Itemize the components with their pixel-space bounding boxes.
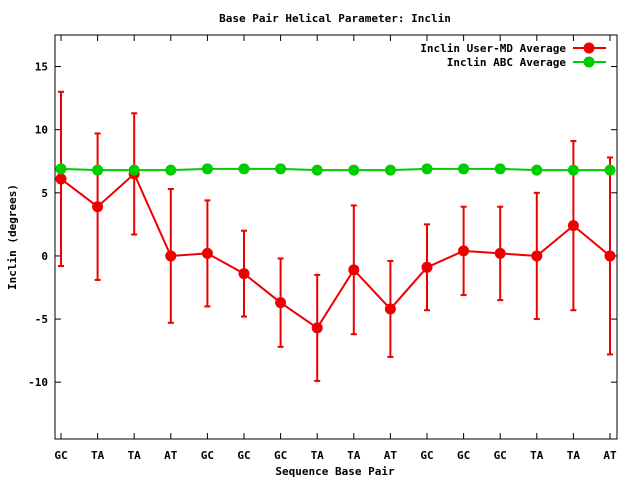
legend-label: Inclin User-MD Average xyxy=(420,42,566,55)
legend-marker xyxy=(583,42,595,54)
data-point xyxy=(92,164,104,176)
data-point xyxy=(201,247,213,259)
x-tick-label: GC xyxy=(54,449,67,462)
x-tick-label: GC xyxy=(201,449,214,462)
x-tick-label: GC xyxy=(237,449,250,462)
data-point xyxy=(275,297,287,309)
y-axis-label: Inclin (degrees) xyxy=(6,184,19,290)
y-axis: -10 -5 0 5 10 15 xyxy=(28,61,617,389)
series-2 xyxy=(55,163,616,176)
data-point xyxy=(238,163,250,175)
legend-label: Inclin ABC Average xyxy=(447,56,567,69)
data-point xyxy=(348,164,360,176)
x-tick-label: TA xyxy=(347,449,361,462)
data-point xyxy=(275,163,287,175)
plot-frame xyxy=(54,34,618,440)
x-tick-label: TA xyxy=(530,449,544,462)
data-point xyxy=(567,220,579,232)
data-point xyxy=(165,250,177,262)
x-tick-label: AT xyxy=(164,449,178,462)
y-tick-label: 10 xyxy=(35,124,48,137)
data-point xyxy=(128,164,140,176)
x-tick-label: TA xyxy=(128,449,142,462)
data-point xyxy=(458,245,470,257)
series-1 xyxy=(55,90,616,382)
x-tick-label: TA xyxy=(311,449,325,462)
x-axis-label: Sequence Base Pair xyxy=(275,465,395,478)
data-point xyxy=(311,322,323,334)
data-point xyxy=(567,164,579,176)
x-tick-label: AT xyxy=(603,449,617,462)
data-point xyxy=(604,250,616,262)
y-tick-label: 15 xyxy=(35,61,48,74)
x-tick-label: AT xyxy=(384,449,398,462)
x-tick-label: GC xyxy=(274,449,287,462)
data-point xyxy=(238,268,250,280)
data-point xyxy=(421,163,433,175)
data-point xyxy=(55,173,67,185)
series-layer xyxy=(55,90,616,382)
x-tick-label: TA xyxy=(91,449,105,462)
data-point xyxy=(55,163,67,175)
data-point xyxy=(421,261,433,273)
data-point xyxy=(165,164,177,176)
x-tick-label: GC xyxy=(457,449,470,462)
x-tick-label: GC xyxy=(494,449,507,462)
y-tick-label: -5 xyxy=(35,313,48,326)
data-point xyxy=(92,201,104,213)
data-point xyxy=(604,164,616,176)
chart-title: Base Pair Helical Parameter: Inclin xyxy=(219,12,451,25)
data-point xyxy=(201,163,213,175)
y-tick-label: 0 xyxy=(41,250,48,263)
data-point xyxy=(348,264,360,276)
series-line xyxy=(60,167,610,172)
data-point xyxy=(494,247,506,259)
x-tick-label: GC xyxy=(420,449,433,462)
data-point xyxy=(531,164,543,176)
data-point xyxy=(458,163,470,175)
x-axis: GC TA TA AT GC GC GC TA TA AT GC GC GC TA TA AT xyxy=(54,35,617,462)
data-point xyxy=(494,163,506,175)
data-point xyxy=(531,250,543,262)
data-point xyxy=(384,164,396,176)
y-tick-label: -10 xyxy=(28,376,48,389)
x-tick-label: TA xyxy=(567,449,581,462)
series-line xyxy=(60,172,611,330)
legend-marker xyxy=(583,56,595,68)
data-point xyxy=(384,303,396,315)
y-tick-label: 5 xyxy=(41,187,48,200)
data-point xyxy=(311,164,323,176)
